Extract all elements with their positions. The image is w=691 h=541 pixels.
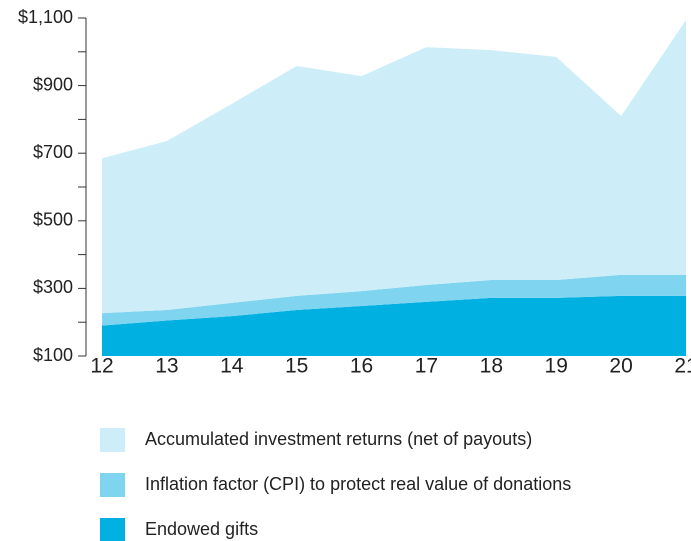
y-tick-label: $1,100	[18, 7, 73, 27]
area	[102, 295, 686, 356]
y-tick-label: $900	[33, 74, 73, 94]
x-tick-label: 12	[90, 355, 113, 378]
y-tick-label: $100	[33, 345, 73, 365]
area	[102, 274, 686, 326]
x-tick-label: 13	[155, 355, 178, 378]
x-tick-label: 15	[285, 355, 308, 378]
x-tick-label: 17	[415, 355, 438, 378]
area	[102, 20, 686, 314]
x-tick-label: 21	[674, 355, 691, 378]
legend-swatch	[100, 518, 125, 541]
legend-label: Endowed gifts	[145, 519, 258, 539]
legend-label: Accumulated investment returns (net of p…	[145, 429, 532, 449]
x-tick-label: 18	[480, 355, 503, 378]
y-tick-label: $500	[33, 210, 73, 230]
legend-swatch	[100, 428, 125, 452]
legend-label: Inflation factor (CPI) to protect real v…	[145, 474, 571, 494]
y-tick-label: $700	[33, 142, 73, 162]
x-tick-label: 14	[220, 355, 244, 378]
legend-swatch	[100, 473, 125, 497]
x-tick-label: 20	[609, 355, 632, 378]
x-tick-label: 19	[545, 355, 568, 378]
y-tick-label: $300	[33, 277, 73, 297]
x-tick-label: 16	[350, 355, 373, 378]
